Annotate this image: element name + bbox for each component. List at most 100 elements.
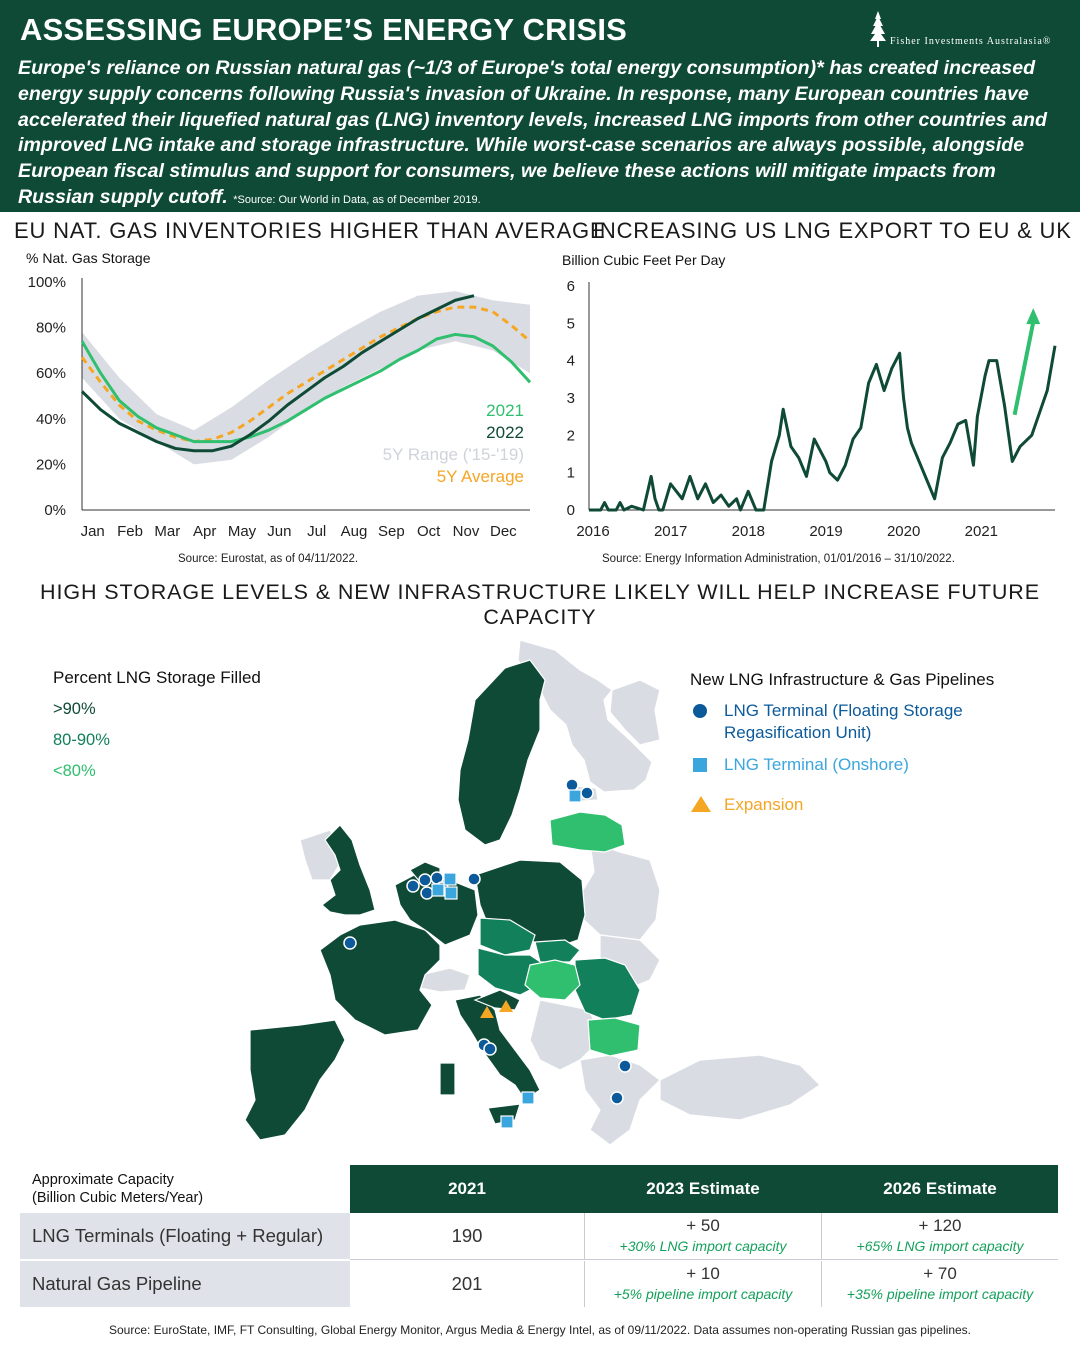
europe-map [244,639,821,1146]
x-tick-label: Aug [341,523,368,540]
x-tick-label: Sep [378,523,405,540]
y-tick-label: 40% [36,411,66,428]
y-tick-label: 0 [567,502,575,519]
legend-entry: 2021 [486,401,524,420]
table-cell-lng-2026-value: + 120 [918,1216,962,1235]
lng-export-chart-title: INCREASING US LNG EXPORT TO EU & UK [593,218,1072,243]
table-cell-pipeline-2023-note: +5% pipeline import capacity [613,1286,793,1302]
map-storage-over-90 [244,659,586,1141]
gas-inventory-source: Source: Eurostat, as of 04/11/2022. [178,553,359,565]
series-2021-line [80,332,532,444]
x-tick-label: 2018 [732,523,765,540]
table-header-2026: 2026 Estimate [822,1165,1058,1213]
intro-paragraph: Europe's reliance on Russian natural gas… [18,56,1063,214]
storage-legend-title: Percent LNG Storage Filled [53,668,261,687]
y-tick-label: 80% [36,320,66,337]
page-title: ASSESSING EUROPE’S ENERGY CRISIS [20,12,628,47]
y-tick-label: 2 [567,427,575,444]
lng-export-chart: 0 1 2 3 4 5 6 2016 2017 2018 2019 2020 2021 [567,278,1057,540]
legend-fsru: LNG Terminal (Floating Storage Regasific… [690,700,1060,744]
table-cell-lng-2021: 190 [451,1225,483,1246]
map-onshore-terminals [431,789,582,1129]
capacity-table-label: Approximate Capacity (Billion Cubic Mete… [32,1172,204,1206]
legend-expansion-label: Expansion [724,795,804,814]
circle-icon [693,704,707,718]
x-tick-label: Feb [117,523,143,540]
y-tick-label: 1 [567,465,575,482]
trend-arrow-head-icon [1026,308,1041,325]
table-cell-lng-2026-note: +65% LNG import capacity [856,1238,1024,1254]
x-tick-label: Oct [417,523,441,540]
intro-footnote: *Source: Our World in Data, as of Decemb… [233,193,481,206]
table-header-2023: 2023 Estimate [584,1165,822,1213]
table-cell-pipeline-2023-value: + 10 [686,1264,720,1283]
y-tick-label: 60% [36,365,66,382]
lng-export-source: Source: Energy Information Administratio… [602,553,955,565]
x-tick-label: 2020 [887,523,920,540]
map-expansion-sites [480,1000,513,1018]
map-storage-under-80 [524,811,641,1057]
x-tick-label: Jun [267,523,291,540]
y-tick-label: 5 [567,315,575,332]
table-cell-pipeline-2026-value: + 70 [923,1264,957,1283]
table-cell-lng-2023-note: +30% LNG import capacity [619,1238,787,1254]
trend-arrow-shaft [1012,321,1036,416]
header-banner: ASSESSING EUROPE’S ENERGY CRISIS Fisher … [0,0,1080,212]
x-tick-label: Mar [154,523,180,540]
map-section-title: HIGH STORAGE LEVELS & NEW INFRASTRUCTURE… [40,580,1040,629]
table-row-label-lng: LNG Terminals (Floating + Regular) [20,1213,350,1259]
storage-legend: Percent LNG Storage Filled >90% 80-90% <… [53,668,261,781]
legend-expansion: Expansion [690,794,1060,816]
x-tick-label: Jan [81,523,105,540]
gas-inventory-y-label: % Nat. Gas Storage [26,250,151,266]
storage-legend-80-90: 80-90% [53,731,110,749]
y-tick-label: 20% [36,456,66,473]
legend-onshore-label: LNG Terminal (Onshore) [724,755,909,774]
table-cell-lng-2023: + 50 +30% LNG import capacity [584,1213,822,1259]
gas-inventory-chart-title: EU NAT. GAS INVENTORIES HIGHER THAN AVER… [14,218,606,243]
brand-logo: Fisher Investments Australasia® [866,10,1066,50]
y-tick-label: 100% [28,274,66,291]
us-lng-export-line [589,345,1057,512]
five-year-range-band [82,291,530,465]
infrastructure-legend: New LNG Infrastructure & Gas Pipelines L… [690,670,1060,816]
square-icon [693,758,707,772]
table-cell-pipeline-2026: + 70 +35% pipeline import capacity [822,1261,1058,1307]
x-tick-label: Jul [307,523,326,540]
storage-legend-under-80: <80% [53,762,96,780]
y-tick-label: 3 [567,390,575,407]
tree-logo-icon [870,11,886,47]
y-tick-label: 4 [567,353,575,370]
infrastructure-legend-title: New LNG Infrastructure & Gas Pipelines [690,670,995,689]
table-row-label-pipeline: Natural Gas Pipeline [20,1261,350,1307]
intro-text: Europe's reliance on Russian natural gas… [18,57,1047,208]
gas-inventory-chart: 0% 20% 40% 60% 80% 100% Jan Feb Mar Apr May Jun Jul A… [28,274,532,540]
series-2022-line [80,294,475,453]
legend-onshore: LNG Terminal (Onshore) [690,754,1060,776]
x-tick-label: May [228,523,257,540]
x-tick-label: Apr [193,523,216,540]
lng-export-y-label: Billion Cubic Feet Per Day [562,252,726,268]
x-tick-label: 2021 [965,523,998,540]
map-other-countries [299,639,821,1146]
table-header-2021: 2021 [350,1165,584,1213]
footer-source: Source: EuroState, IMF, FT Consulting, G… [108,1323,972,1337]
table-cell-pipeline-2023: + 10 +5% pipeline import capacity [584,1261,822,1307]
table-row-divider [350,1259,1058,1260]
legend-fsru-label: LNG Terminal (Floating Storage Regasific… [724,701,963,742]
x-tick-label: Dec [490,523,517,540]
x-tick-label: 2016 [576,523,609,540]
x-tick-label: 2017 [654,523,687,540]
storage-legend-over-90: >90% [53,700,96,718]
table-cell-pipeline-2021: 201 [451,1273,483,1294]
table-cell-lng-2023-value: + 50 [686,1216,720,1235]
x-tick-label: Nov [453,523,480,540]
table-cell-lng-2026: + 120 +65% LNG import capacity [822,1213,1058,1259]
x-tick-label: 2019 [809,523,842,540]
table-cell-pipeline-2026-note: +35% pipeline import capacity [846,1286,1034,1302]
legend-entry: 5Y Average [437,467,524,486]
y-tick-label: 6 [567,278,575,295]
triangle-icon [691,796,711,812]
y-tick-label: 0% [44,502,66,519]
legend-entry: 5Y Range ('15-'19) [383,445,524,464]
